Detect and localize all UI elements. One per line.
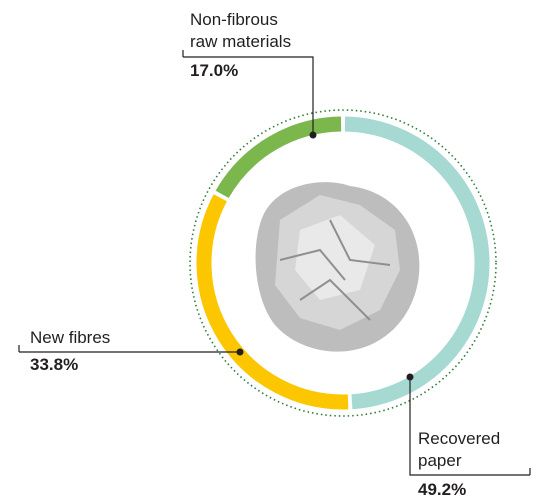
- value-label: 33.8%: [30, 355, 79, 374]
- donut-segment: [215, 116, 342, 199]
- leader-line: [409, 377, 531, 476]
- leader-line: [182, 50, 314, 135]
- value-label: 49.2%: [418, 480, 467, 499]
- donut-segment: [344, 116, 490, 410]
- category-label: New fibres: [30, 328, 111, 347]
- paper-ball: [255, 182, 420, 352]
- category-label: Recovered paper: [418, 429, 501, 470]
- leader-dot: [309, 131, 317, 139]
- dotted-ring: [189, 109, 497, 417]
- leader-dot: [406, 373, 414, 381]
- category-label: Non-fibrous raw materials: [190, 10, 292, 51]
- leader-line: [18, 345, 240, 353]
- leader-dot: [236, 348, 244, 356]
- donut-segment: [196, 194, 349, 410]
- value-label: 17.0%: [190, 61, 239, 80]
